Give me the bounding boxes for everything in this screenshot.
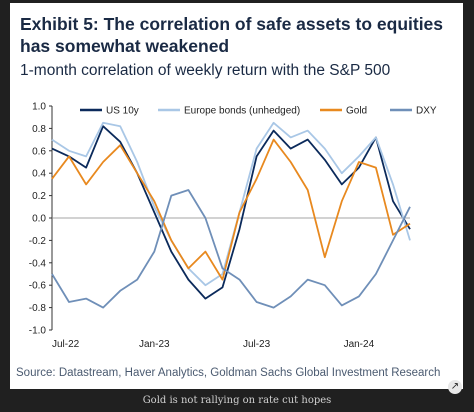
legend-label: DXY: [416, 106, 437, 117]
y-tick-label: 0.8: [32, 124, 46, 135]
legend-label: Europe bonds (unhedged): [184, 106, 300, 117]
y-tick-label: 0.6: [32, 146, 46, 157]
x-tick-label: Jul-22: [52, 339, 80, 350]
y-tick-label: 1.0: [32, 102, 46, 113]
y-tick-label: -0.8: [29, 303, 47, 314]
series-line-us-10y: [51, 125, 411, 300]
y-tick-label: 0.4: [32, 169, 46, 180]
series-line-gold: [51, 138, 411, 281]
legend-label: Gold: [346, 106, 367, 117]
chart-subtitle: 1-month correlation of weekly return wit…: [20, 62, 391, 79]
series-line-dxy: [51, 189, 411, 309]
y-tick-label: 0.2: [32, 191, 46, 202]
chart-card: Exhibit 5: The correlation of safe asset…: [10, 3, 463, 389]
chart-source: Source: Datastream, Haver Analytics, Gol…: [16, 367, 441, 379]
legend-label: US 10y: [106, 106, 139, 117]
x-tick-label: Jan-24: [344, 339, 375, 350]
y-tick-label: -0.6: [29, 281, 47, 292]
x-tick-label: Jan-23: [139, 339, 170, 350]
y-tick-label: -1.0: [29, 326, 47, 337]
y-tick-label: -0.2: [29, 236, 47, 247]
image-caption: Gold is not rallying on rate cut hopes: [142, 395, 332, 406]
x-tick-label: Jul-23: [243, 339, 271, 350]
chart-plot: 1.0 0.8 0.6 0.4 0.2 0.0 -0.2 -0.4 -0.6 -0.8 -1.0 Ju…: [29, 102, 437, 351]
chart-title: Exhibit 5: The correlation of safe asset…: [20, 14, 444, 56]
y-tick-label: 0.0: [32, 214, 46, 225]
expand-icon[interactable]: ↗: [448, 380, 462, 394]
y-tick-label: -0.4: [29, 258, 47, 269]
